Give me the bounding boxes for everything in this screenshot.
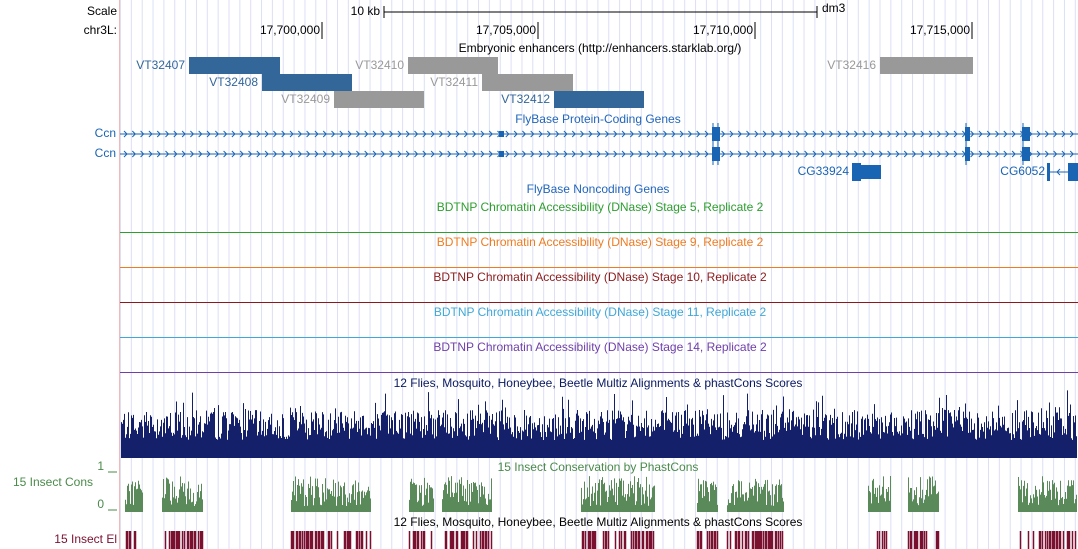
track-title: 12 Flies, Mosquito, Honeybee, Beetle Mul…	[394, 376, 803, 390]
exon	[712, 127, 720, 141]
track-title: Embryonic enhancers (http://enhancers.st…	[459, 41, 742, 55]
assembly-label: dm3	[822, 1, 846, 15]
enhancer-label: VT32411	[430, 75, 478, 89]
enhancer	[189, 57, 280, 74]
exon	[965, 127, 970, 141]
track-title: BDTNP Chromatin Accessibility (DNase) St…	[437, 235, 764, 249]
exon	[499, 151, 504, 157]
exon	[861, 165, 881, 179]
enhancer	[262, 74, 352, 91]
exon	[1068, 163, 1078, 181]
exon	[1047, 163, 1050, 181]
gene-label: CG6052	[1000, 164, 1045, 178]
scale-bar	[383, 6, 818, 18]
gene-line	[120, 150, 1078, 158]
enhancer-label: VT32407	[136, 58, 185, 72]
enhancer-label: VT32409	[281, 92, 330, 106]
track-title: BDTNP Chromatin Accessibility (DNase) St…	[433, 340, 767, 354]
exon	[712, 147, 720, 161]
track-title: 12 Flies, Mosquito, Honeybee, Beetle Mul…	[394, 515, 803, 529]
scale-label: Scale	[87, 4, 117, 18]
enhancer	[554, 91, 644, 108]
enhancer	[880, 57, 973, 74]
conservation-signal	[125, 476, 1077, 512]
track-title: BDTNP Chromatin Accessibility (DNase) St…	[437, 200, 764, 214]
enhancer-label: VT32416	[827, 58, 876, 72]
ruler-tick-label: 17,700,000	[260, 23, 320, 37]
exon	[1022, 127, 1030, 141]
exon	[852, 163, 861, 181]
exon	[1022, 147, 1030, 161]
gene-line	[120, 130, 1078, 138]
track-title: BDTNP Chromatin Accessibility (DNase) St…	[433, 270, 767, 284]
enhancer	[482, 74, 573, 91]
enhancer-label: VT32408	[209, 75, 258, 89]
gene-label: Ccn	[95, 126, 116, 140]
exon	[965, 147, 970, 161]
axis-label: 0	[97, 497, 104, 511]
track-title: 15 Insect Conservation by PhastCons	[498, 460, 699, 474]
alignment-signal	[121, 390, 1077, 458]
track-title: BDTNP Chromatin Accessibility (DNase) St…	[434, 305, 767, 319]
enhancer-label: VT32412	[501, 92, 550, 106]
enhancer-label: VT32410	[355, 58, 404, 72]
exon	[499, 131, 504, 137]
side-label: 15 Insect El	[54, 532, 117, 546]
side-label: 15 Insect Cons	[13, 475, 93, 489]
ruler-tick-label: 17,715,000	[910, 23, 970, 37]
gene-label: Ccn	[95, 146, 116, 160]
ruler-tick-label: 17,705,000	[476, 23, 536, 37]
conserved-elements	[125, 531, 1077, 549]
enhancer	[408, 57, 498, 74]
enhancer	[334, 91, 424, 108]
axis-label: 1	[97, 459, 104, 473]
track-title: FlyBase Noncoding Genes	[527, 182, 670, 196]
scale-bar-label: 10 kb	[351, 4, 381, 18]
track-title: FlyBase Protein-Coding Genes	[515, 112, 680, 126]
chrom-label: chr3L:	[84, 23, 117, 37]
ruler-tick-label: 17,710,000	[693, 23, 753, 37]
gene-label: CG33924	[798, 164, 850, 178]
